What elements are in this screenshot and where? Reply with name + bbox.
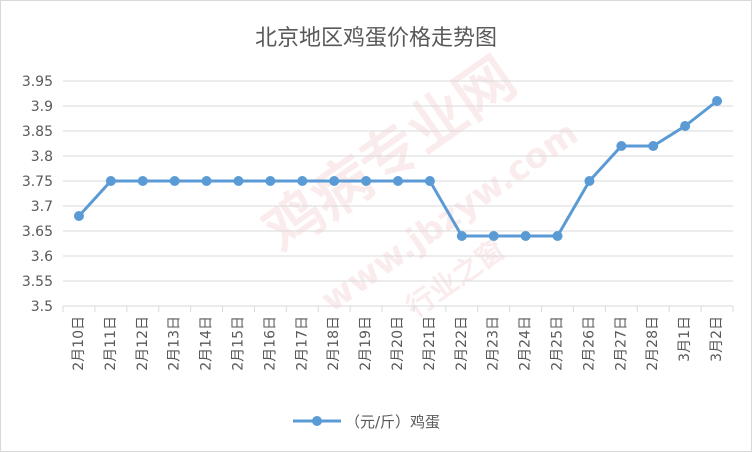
x-tick-label: 2月12日 <box>135 316 151 371</box>
y-tick-label: 3.85 <box>22 124 53 140</box>
data-point <box>73 211 84 221</box>
x-tick-label: 2月13日 <box>167 316 183 371</box>
y-tick-label: 3.7 <box>31 199 53 215</box>
x-tick-label: 2月18日 <box>326 316 342 371</box>
data-point <box>201 176 212 186</box>
x-tick-label: 2月27日 <box>613 316 629 371</box>
x-tick-label: 3月1日 <box>677 316 693 362</box>
x-tick-labels: 2月10日 2月11日 2月12日 2月13日 2月14日 2月15日 2月16日 2月17日… <box>71 316 725 371</box>
data-point <box>265 176 276 186</box>
series-egg <box>73 96 723 241</box>
y-tick-label: 3.95 <box>22 74 53 90</box>
data-point <box>329 176 340 186</box>
x-tick-label: 2月20日 <box>390 316 406 371</box>
x-tick-label: 2月17日 <box>294 316 310 371</box>
data-point <box>424 176 435 186</box>
x-tick-label: 3月2日 <box>709 316 725 362</box>
y-tick-label: 3.5 <box>31 299 53 315</box>
data-point <box>584 176 595 186</box>
data-point <box>297 176 308 186</box>
data-point <box>712 96 723 106</box>
watermark-line-1: 鸡病专业网 <box>251 44 528 266</box>
x-tick-label: 2月22日 <box>454 316 470 371</box>
x-tick-label: 2月14日 <box>199 316 215 371</box>
data-point <box>361 176 372 186</box>
y-tick-labels: 3.5 3.55 3.6 3.65 3.7 3.75 3.8 3.85 3.9 3.95 <box>22 74 53 315</box>
data-point <box>169 176 180 186</box>
x-tick-label: 2月10日 <box>71 316 87 371</box>
x-tick-label: 2月25日 <box>550 316 566 371</box>
x-tick-label: 2月11日 <box>103 316 119 371</box>
chart-title: 北京地区鸡蛋价格走势图 <box>255 26 497 51</box>
data-point <box>393 176 403 186</box>
x-tick-label: 2月16日 <box>262 316 278 371</box>
y-tick-label: 3.9 <box>31 99 53 115</box>
data-point <box>233 176 244 186</box>
gridlines <box>62 80 734 312</box>
legend: （元/斤）鸡蛋 <box>293 413 440 431</box>
data-point <box>488 231 499 241</box>
legend-label: （元/斤）鸡蛋 <box>345 413 440 431</box>
x-tick-label: 2月21日 <box>422 316 438 371</box>
y-tick-label: 3.8 <box>31 149 53 165</box>
y-tick-label: 3.55 <box>22 274 53 290</box>
y-tick-label: 3.75 <box>22 174 53 190</box>
y-tick-label: 3.65 <box>22 224 53 240</box>
data-point <box>137 176 148 186</box>
data-point <box>552 231 563 241</box>
legend-marker-swatch <box>312 416 322 426</box>
data-point <box>520 231 531 241</box>
data-point <box>680 121 691 131</box>
x-tick-label: 2月26日 <box>581 316 597 371</box>
data-point <box>648 141 659 151</box>
x-tick-label: 2月24日 <box>518 316 534 371</box>
x-tick-label: 2月15日 <box>230 316 246 371</box>
data-point <box>456 231 467 241</box>
x-tick-label: 2月28日 <box>645 316 661 371</box>
x-tick-label: 2月19日 <box>358 316 374 371</box>
x-tick-label: 2月23日 <box>486 316 502 371</box>
data-point <box>105 176 116 186</box>
y-tick-label: 3.6 <box>31 249 53 265</box>
data-point <box>616 141 627 151</box>
